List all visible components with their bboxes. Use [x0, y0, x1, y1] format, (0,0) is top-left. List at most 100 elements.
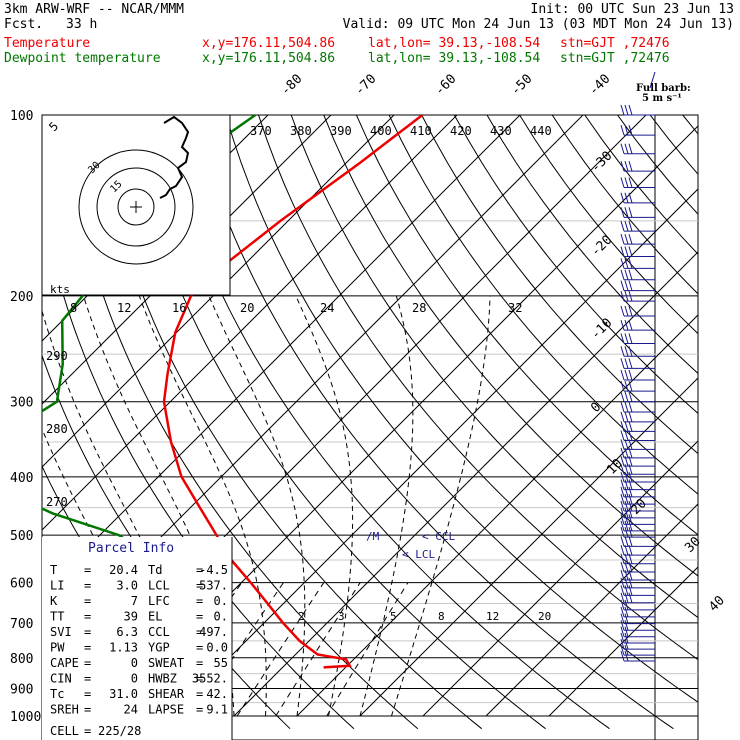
wind-barb-flag — [620, 486, 625, 498]
wind-barb-flag — [624, 520, 629, 532]
hodograph-speed-label: 12 — [117, 301, 131, 315]
wind-barb-flag — [628, 585, 633, 596]
parcel-value: 9.1 — [206, 703, 228, 717]
parcel-eq: = — [196, 610, 203, 624]
parcel-label: TT — [50, 610, 64, 624]
isotherm-label: -70 — [352, 72, 379, 99]
wind-barb-flag — [624, 207, 629, 218]
parcel-value: 6.3 — [116, 625, 138, 639]
wind-barb-flag — [620, 599, 625, 611]
mixing-ratio-label: 5 — [390, 610, 397, 623]
wind-barb-flag — [620, 561, 625, 573]
dewpoint-xy: x,y=176.11,504.86 — [202, 51, 336, 66]
parcel-value: 3.0 — [116, 579, 138, 593]
hodograph-speed-label: 28 — [412, 301, 426, 315]
wind-barb-flag — [624, 626, 629, 637]
wind-barb-flag — [624, 246, 629, 257]
wind-barb-flag — [624, 569, 629, 581]
wind-barb-flag — [624, 233, 629, 245]
wind-barb-flag — [628, 479, 633, 490]
parcel-eq: = — [196, 625, 203, 639]
dry-adiabat — [453, 115, 698, 415]
wind-barb-flag — [620, 620, 625, 631]
hodograph-speed-label: 32 — [508, 301, 522, 315]
wind-barb-flag — [624, 545, 629, 556]
theta-label: 390 — [330, 124, 352, 138]
parcel-label: CIN — [50, 672, 72, 686]
wind-barb-flag — [628, 447, 633, 459]
hodograph-ring — [78, 149, 194, 265]
mixing-ratio-line — [193, 582, 284, 717]
parcel-eq: = — [84, 579, 91, 593]
parcel-label: SREH — [50, 703, 79, 717]
wind-barb-flag — [620, 290, 625, 302]
wind-barb-flag — [628, 520, 633, 532]
theta-label: 400 — [370, 124, 392, 138]
parcel-eq: = — [196, 656, 203, 670]
parcel-value: 42. — [206, 687, 228, 701]
wind-barb-flag — [628, 280, 633, 291]
wind-barb-flag — [620, 507, 625, 518]
wind-barb-flag — [624, 161, 629, 172]
dry-adiabat — [486, 115, 698, 375]
theta-label: 430 — [490, 124, 512, 138]
wind-barb-flag — [620, 493, 625, 505]
wind-barb-flag — [628, 430, 633, 441]
dewpoint-station: stn=GJT ,72476 — [560, 51, 670, 66]
wind-barb-flag — [628, 124, 633, 136]
parcel-eq: = — [196, 672, 203, 686]
isotherm-line — [170, 188, 698, 717]
wind-barb-flag — [620, 177, 625, 188]
wind-barb-flag — [624, 493, 629, 505]
wind-barb-flag — [624, 500, 629, 512]
dry-adiabat — [258, 115, 698, 661]
parcel-label: Tc — [50, 687, 64, 701]
dry-adiabat — [355, 115, 698, 536]
wind-barb-flag — [624, 369, 629, 381]
moist-adiabat — [208, 295, 306, 717]
isotherm-label: -80 — [278, 72, 305, 99]
wind-barb-flag — [620, 258, 625, 269]
parcel-eq: = — [196, 687, 203, 701]
wind-barb-flag — [628, 346, 633, 357]
wind-barb-flag — [620, 527, 625, 538]
wind-barb-flag — [628, 192, 633, 203]
wind-barb-flag — [624, 561, 629, 573]
dry-adiabat — [421, 115, 698, 455]
parcel-value: -4.5 — [199, 563, 228, 577]
wind-barb-flag — [624, 620, 629, 631]
isotherm-label: -20 — [588, 233, 615, 260]
wind-barb-flag — [620, 233, 625, 245]
parcel-eq: = — [196, 594, 203, 608]
isotherm-line — [42, 115, 521, 594]
wind-barb-flag — [620, 471, 625, 483]
parcel-label: T — [50, 563, 57, 577]
fcst-label: Fcst. — [4, 17, 44, 32]
parcel-value: 55 — [214, 656, 228, 670]
wind-barb-flag — [620, 161, 625, 172]
wind-barb-flag — [628, 220, 633, 232]
wind-barb-flag — [628, 439, 633, 450]
parcel-label: LAPSE — [148, 703, 184, 717]
temperature-xy: x,y=176.11,504.86 — [202, 36, 336, 51]
wind-barb-flag — [620, 124, 625, 136]
parcel-value: 1.13 — [109, 641, 138, 655]
wind-barb-flag — [628, 258, 633, 269]
parcel-value: 225/28 — [98, 724, 141, 738]
parcel-value: 7 — [131, 594, 138, 608]
wind-barb-flag — [624, 143, 629, 154]
hodograph-unit: kts — [50, 283, 70, 296]
dry-adiabat — [290, 115, 698, 619]
parcel-eq: = — [84, 656, 91, 670]
wind-barb-flag — [620, 369, 625, 381]
parcel-eq: = — [84, 594, 91, 608]
wind-barb-flag — [620, 346, 625, 357]
wind-barb-flag — [620, 104, 625, 116]
moist-adiabat — [138, 295, 267, 717]
isotherm-line — [422, 440, 698, 717]
parcel-value: 537. — [199, 579, 228, 593]
fcst-value: 33 h — [66, 17, 98, 32]
pressure-tick-label: 200 — [10, 290, 33, 305]
